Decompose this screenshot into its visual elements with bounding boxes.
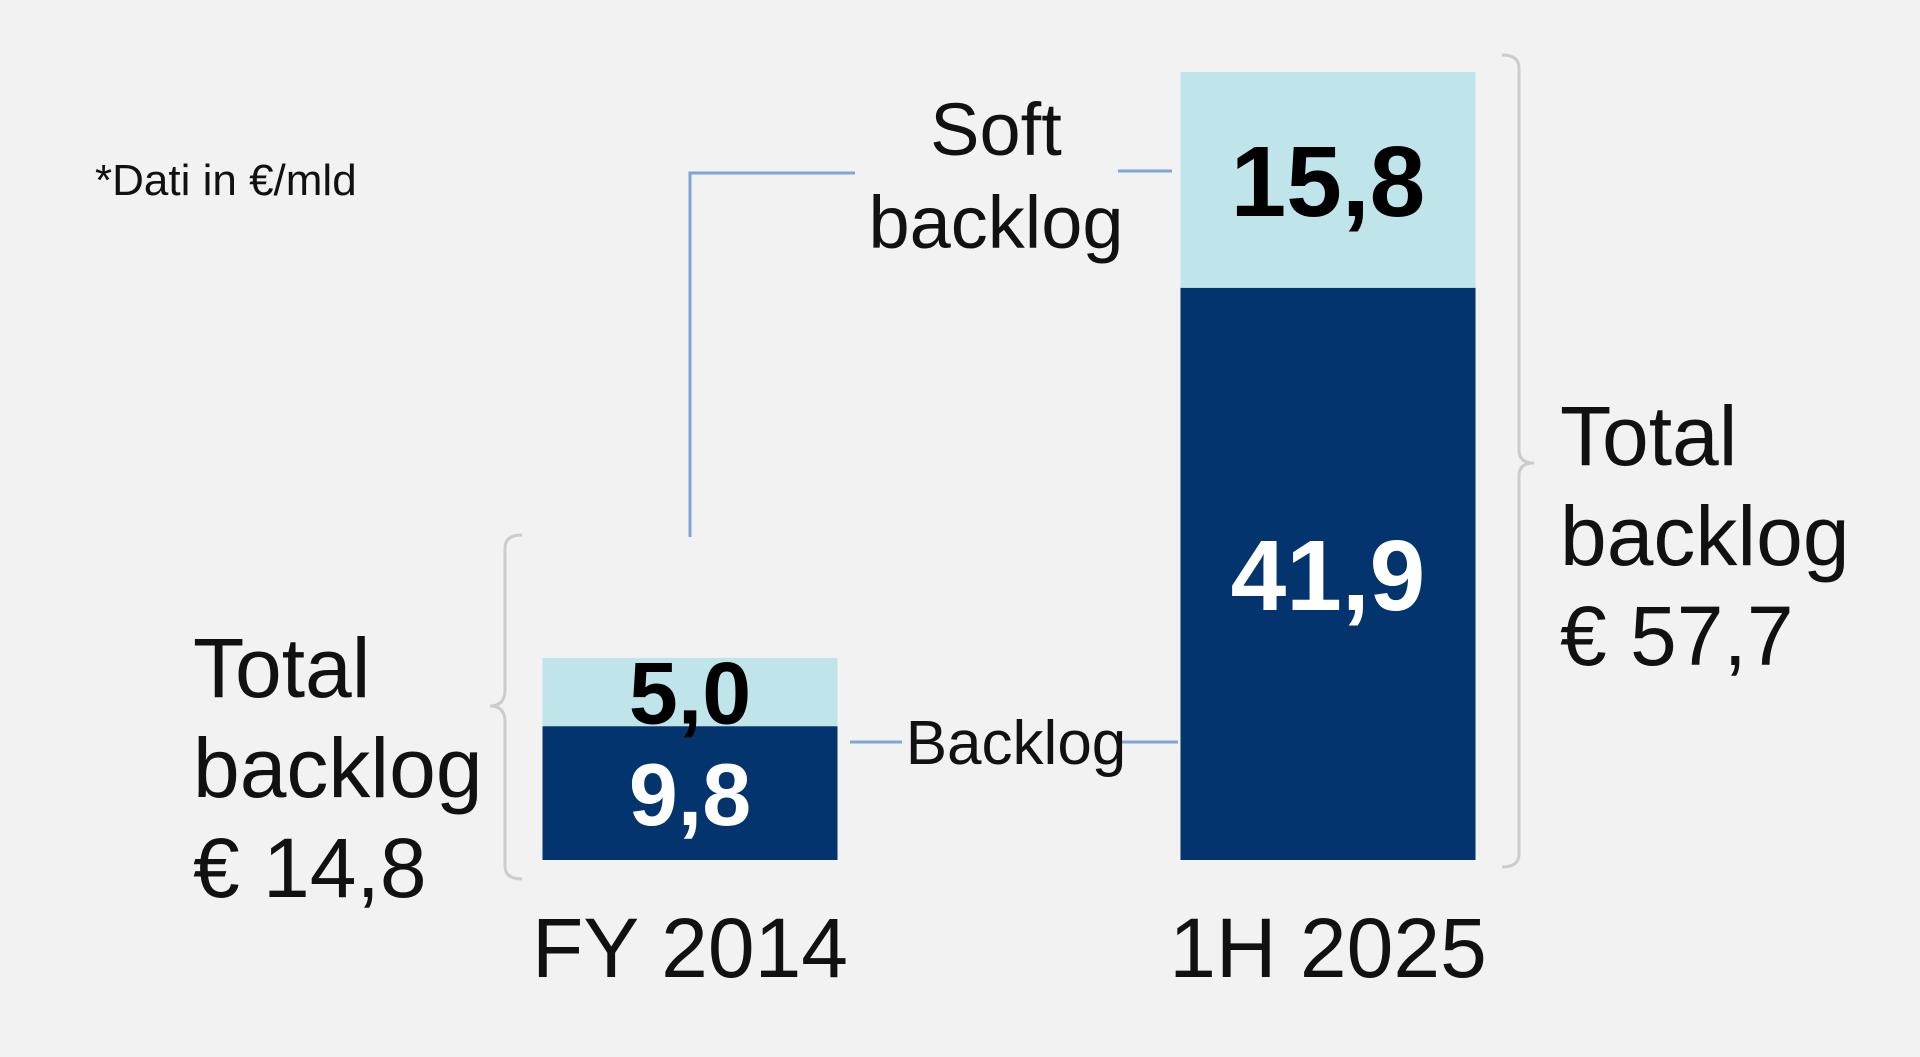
bar-fy2014-backlog [542, 726, 838, 860]
bars [542, 72, 1476, 860]
category-label-1h2025: 1H 2025 [1169, 901, 1487, 995]
total-fy2014-line2: backlog [193, 721, 483, 815]
bar-1h2025-backlog [1180, 287, 1476, 860]
soft-backlog-connector-left [688, 171, 855, 537]
value-label-1h2025-backlog: 41,9 [1231, 520, 1426, 632]
soft-backlog-label-line1: Soft [930, 88, 1062, 171]
bracket-fy2014 [489, 533, 523, 881]
total-label-fy2014: Total backlog € 14,8 [193, 621, 483, 915]
bar-fy2014-soft-backlog [542, 657, 838, 727]
total-label-1h2025: Total backlog € 57,7 [1560, 389, 1850, 683]
value-labels: 9,85,0 41,9 15,8 [629, 126, 1425, 844]
soft-backlog-label-line2: backlog [868, 181, 1123, 264]
connector-lines [688, 169, 1178, 744]
total-fy2014-line3: € 14,8 [193, 821, 427, 915]
category-label-fy2014: FY 2014 [532, 901, 848, 995]
total-brackets [489, 53, 1535, 881]
total-1h2025-line3: € 57,7 [1560, 589, 1794, 683]
value-label-fy2014-backlog: 9,8 [629, 745, 751, 844]
unit-note: *Dati in €/mld [95, 156, 357, 205]
total-1h2025-line2: backlog [1560, 489, 1850, 583]
total-1h2025-line1: Total [1560, 389, 1737, 483]
bracket-1h2025 [1501, 53, 1535, 869]
value-label-fy2014-soft-backlog: 5,0 [629, 644, 751, 743]
bar-1h2025-soft-backlog [1180, 72, 1476, 288]
value-label-1h2025-soft-backlog: 15,8 [1231, 126, 1426, 238]
backlog-series-label: Backlog [906, 709, 1127, 778]
total-fy2014-line1: Total [193, 621, 370, 715]
